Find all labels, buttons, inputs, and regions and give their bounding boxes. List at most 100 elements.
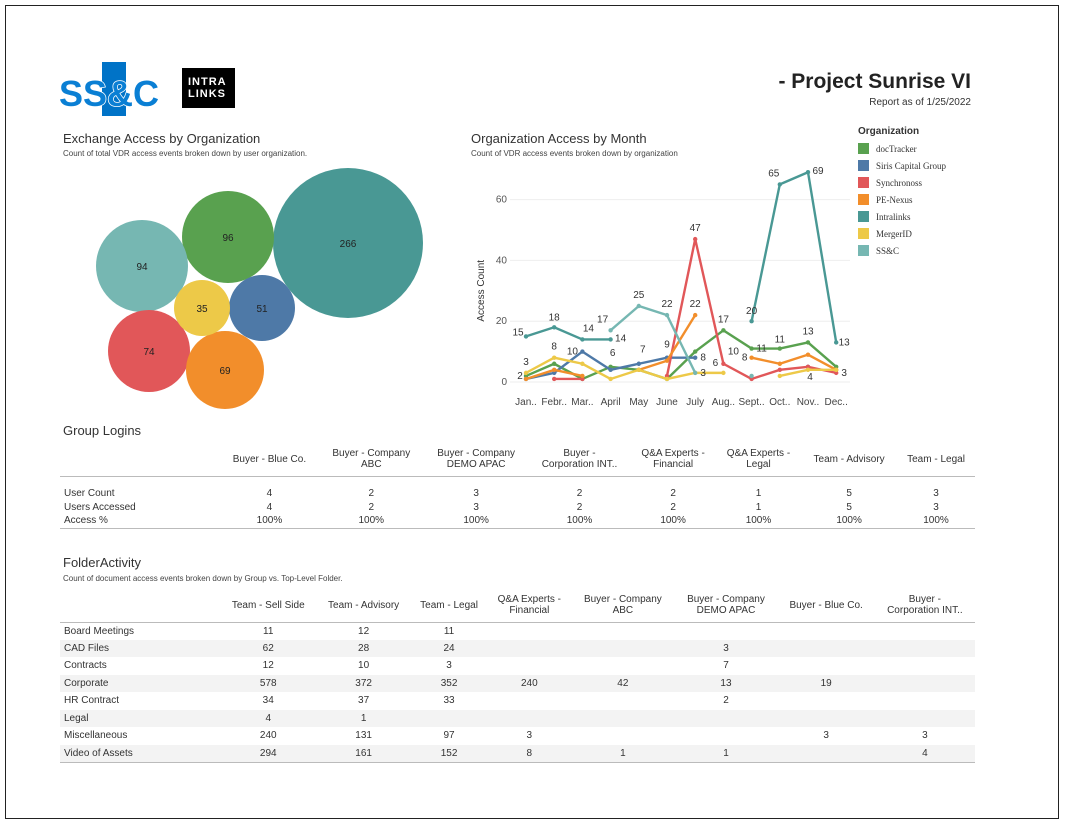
x-tick-label: May bbox=[629, 397, 648, 408]
legend-item-siris-capital-group[interactable]: Siris Capital Group bbox=[858, 157, 946, 174]
data-point[interactable] bbox=[552, 370, 557, 376]
legend-item-pe-nexus[interactable]: PE-Nexus bbox=[858, 191, 946, 208]
table-cell: 4 bbox=[266, 487, 273, 499]
table-cell: 352 bbox=[440, 677, 458, 689]
data-point[interactable] bbox=[749, 346, 754, 351]
data-label: 11 bbox=[775, 335, 786, 346]
table-cell: 4 bbox=[922, 747, 928, 759]
data-point[interactable] bbox=[608, 337, 613, 342]
legend-label: MergerID bbox=[876, 228, 912, 239]
table-cell: 3 bbox=[933, 501, 939, 513]
data-point[interactable] bbox=[693, 355, 698, 360]
bubble-siris-capital-group[interactable] bbox=[229, 275, 295, 341]
legend-item-intralinks[interactable]: Intralinks bbox=[858, 208, 946, 225]
data-point[interactable] bbox=[777, 361, 782, 366]
data-point[interactable] bbox=[608, 367, 613, 373]
legend-item-synchronoss[interactable]: Synchronoss bbox=[858, 174, 946, 191]
data-point[interactable] bbox=[636, 303, 641, 309]
table-cell: 8 bbox=[526, 747, 533, 759]
series-line-intralinks[interactable] bbox=[750, 170, 838, 343]
data-point[interactable] bbox=[721, 370, 726, 376]
data-point[interactable] bbox=[580, 376, 585, 382]
bubble-chart-title: Exchange Access by Organization bbox=[63, 131, 261, 146]
data-point[interactable] bbox=[749, 376, 754, 382]
data-point[interactable] bbox=[805, 367, 811, 373]
data-point[interactable] bbox=[805, 352, 811, 357]
data-point[interactable] bbox=[693, 312, 698, 318]
bubble-synchronoss[interactable] bbox=[108, 310, 190, 392]
data-label: 8 bbox=[551, 342, 557, 353]
data-point[interactable] bbox=[693, 370, 698, 376]
table-cell: 2 bbox=[723, 695, 729, 707]
data-point[interactable] bbox=[777, 346, 782, 351]
data-point[interactable] bbox=[693, 236, 698, 242]
data-point[interactable] bbox=[552, 325, 557, 330]
data-point[interactable] bbox=[523, 376, 529, 382]
data-point[interactable] bbox=[580, 349, 585, 354]
bubble-pe-nexus[interactable] bbox=[186, 331, 264, 409]
data-label: 17 bbox=[718, 314, 730, 325]
legend-item-doctracker[interactable]: docTracker bbox=[858, 140, 946, 157]
data-point[interactable] bbox=[608, 376, 613, 382]
series-line-ss-c[interactable] bbox=[609, 304, 697, 374]
table-cell bbox=[875, 675, 975, 693]
data-point[interactable] bbox=[552, 376, 557, 382]
data-point[interactable] bbox=[805, 340, 811, 345]
data-label: 15 bbox=[512, 327, 524, 338]
data-point[interactable] bbox=[777, 373, 782, 379]
data-point[interactable] bbox=[636, 361, 641, 366]
data-label: 47 bbox=[690, 223, 702, 234]
data-point[interactable] bbox=[523, 334, 529, 339]
bubble-mergerid[interactable] bbox=[174, 280, 230, 336]
bubble-intralinks[interactable] bbox=[273, 168, 423, 318]
row-label: CAD Files bbox=[64, 642, 110, 654]
table-row: User Count 4 2 3 2 2 1 5 3 bbox=[60, 486, 975, 500]
data-point[interactable] bbox=[693, 349, 698, 354]
data-point[interactable] bbox=[608, 328, 613, 333]
table-cell: 240 bbox=[259, 730, 277, 742]
line-chart-subtitle: Count of VDR access events broken down b… bbox=[471, 149, 678, 158]
data-point[interactable] bbox=[777, 367, 782, 373]
data-point[interactable] bbox=[636, 367, 641, 373]
data-point[interactable] bbox=[580, 373, 585, 379]
data-point[interactable] bbox=[749, 319, 754, 324]
data-point[interactable] bbox=[552, 367, 557, 373]
data-point[interactable] bbox=[664, 376, 670, 382]
data-point[interactable] bbox=[552, 355, 557, 360]
data-point[interactable] bbox=[523, 370, 529, 376]
legend-swatch bbox=[858, 143, 869, 154]
table-cell: 1 bbox=[755, 501, 762, 513]
data-point[interactable] bbox=[805, 364, 811, 369]
data-point[interactable] bbox=[749, 373, 754, 379]
data-point[interactable] bbox=[721, 361, 726, 366]
data-point[interactable] bbox=[749, 355, 754, 360]
table-cell bbox=[571, 692, 674, 710]
data-point[interactable] bbox=[834, 367, 839, 373]
data-point[interactable] bbox=[523, 373, 529, 379]
legend-item-mergerid[interactable]: MergerID bbox=[858, 225, 946, 242]
series-line-pe-nexus[interactable] bbox=[751, 353, 837, 371]
data-point[interactable] bbox=[777, 182, 782, 187]
table-cell bbox=[487, 640, 571, 658]
data-point[interactable] bbox=[580, 337, 585, 342]
series-line-doctracker[interactable] bbox=[525, 328, 837, 381]
series-line-intralinks[interactable] bbox=[525, 325, 611, 341]
data-label: 69 bbox=[812, 166, 824, 177]
data-point[interactable] bbox=[834, 370, 839, 376]
table-cell: 100% bbox=[836, 515, 862, 527]
data-point[interactable] bbox=[834, 340, 839, 345]
series-line-mergerid[interactable] bbox=[525, 356, 724, 381]
data-point[interactable] bbox=[664, 358, 670, 363]
line-chart-title: Organization Access by Month bbox=[471, 131, 647, 146]
table-cell bbox=[875, 710, 975, 728]
data-point[interactable] bbox=[580, 361, 585, 366]
bubble-doctracker[interactable] bbox=[182, 191, 274, 283]
data-point[interactable] bbox=[721, 328, 726, 333]
data-point[interactable] bbox=[664, 312, 670, 318]
data-point[interactable] bbox=[805, 170, 811, 175]
data-point[interactable] bbox=[664, 373, 670, 379]
bubble-ss-c[interactable] bbox=[96, 220, 188, 312]
legend-item-ss-c[interactable]: SS&C bbox=[858, 242, 946, 259]
data-point[interactable] bbox=[552, 361, 557, 366]
x-tick-label: Sept.. bbox=[739, 397, 765, 408]
